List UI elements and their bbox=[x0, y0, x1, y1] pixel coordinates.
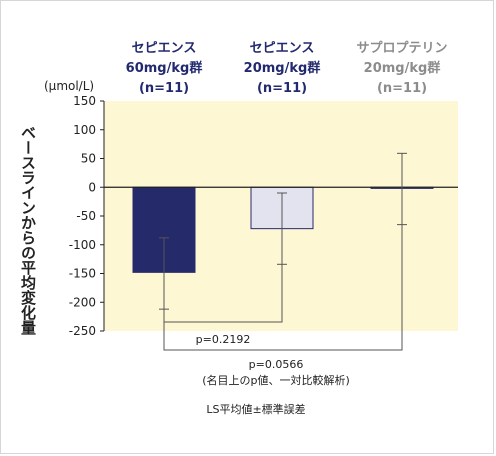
footnote: LS平均値±標準誤差 bbox=[206, 402, 305, 416]
y-axis-unit: (μmol/L) bbox=[44, 79, 94, 93]
comparison-bracket bbox=[163, 264, 283, 323]
y-axis-label: ベースラインからの平均変化量 bbox=[19, 125, 37, 335]
group-header-line: (n=11) bbox=[377, 81, 427, 96]
p-value-label: p=0.2192 bbox=[196, 333, 251, 346]
y-tick-label: 0 bbox=[88, 180, 96, 194]
y-tick-label: -150 bbox=[69, 267, 96, 281]
group-header-line: 20mg/kg群 bbox=[364, 60, 441, 76]
group-header-line: (n=11) bbox=[257, 81, 307, 96]
group-header-line: 60mg/kg群 bbox=[126, 60, 203, 76]
group-header-line: サプロプテリン bbox=[356, 41, 447, 56]
comparison-bracket bbox=[163, 224, 403, 351]
y-tick-label: -50 bbox=[76, 209, 96, 223]
group-header-line: (n=11) bbox=[139, 81, 189, 96]
group-header-line: セピエンス bbox=[132, 41, 197, 56]
y-tick-label: -200 bbox=[69, 295, 96, 309]
y-tick-label: 50 bbox=[81, 152, 96, 166]
y-tick-label: -100 bbox=[69, 238, 96, 252]
y-tick-label: 150 bbox=[73, 94, 96, 108]
p-value-note: (名目上のp値、一対比較解析) bbox=[202, 373, 350, 387]
group-header-line: 20mg/kg群 bbox=[244, 60, 321, 76]
y-tick-label: -250 bbox=[69, 324, 96, 338]
group-header-line: セピエンス bbox=[250, 41, 315, 56]
p-value-label: p=0.0566 bbox=[249, 358, 304, 371]
y-tick-label: 100 bbox=[73, 123, 96, 137]
